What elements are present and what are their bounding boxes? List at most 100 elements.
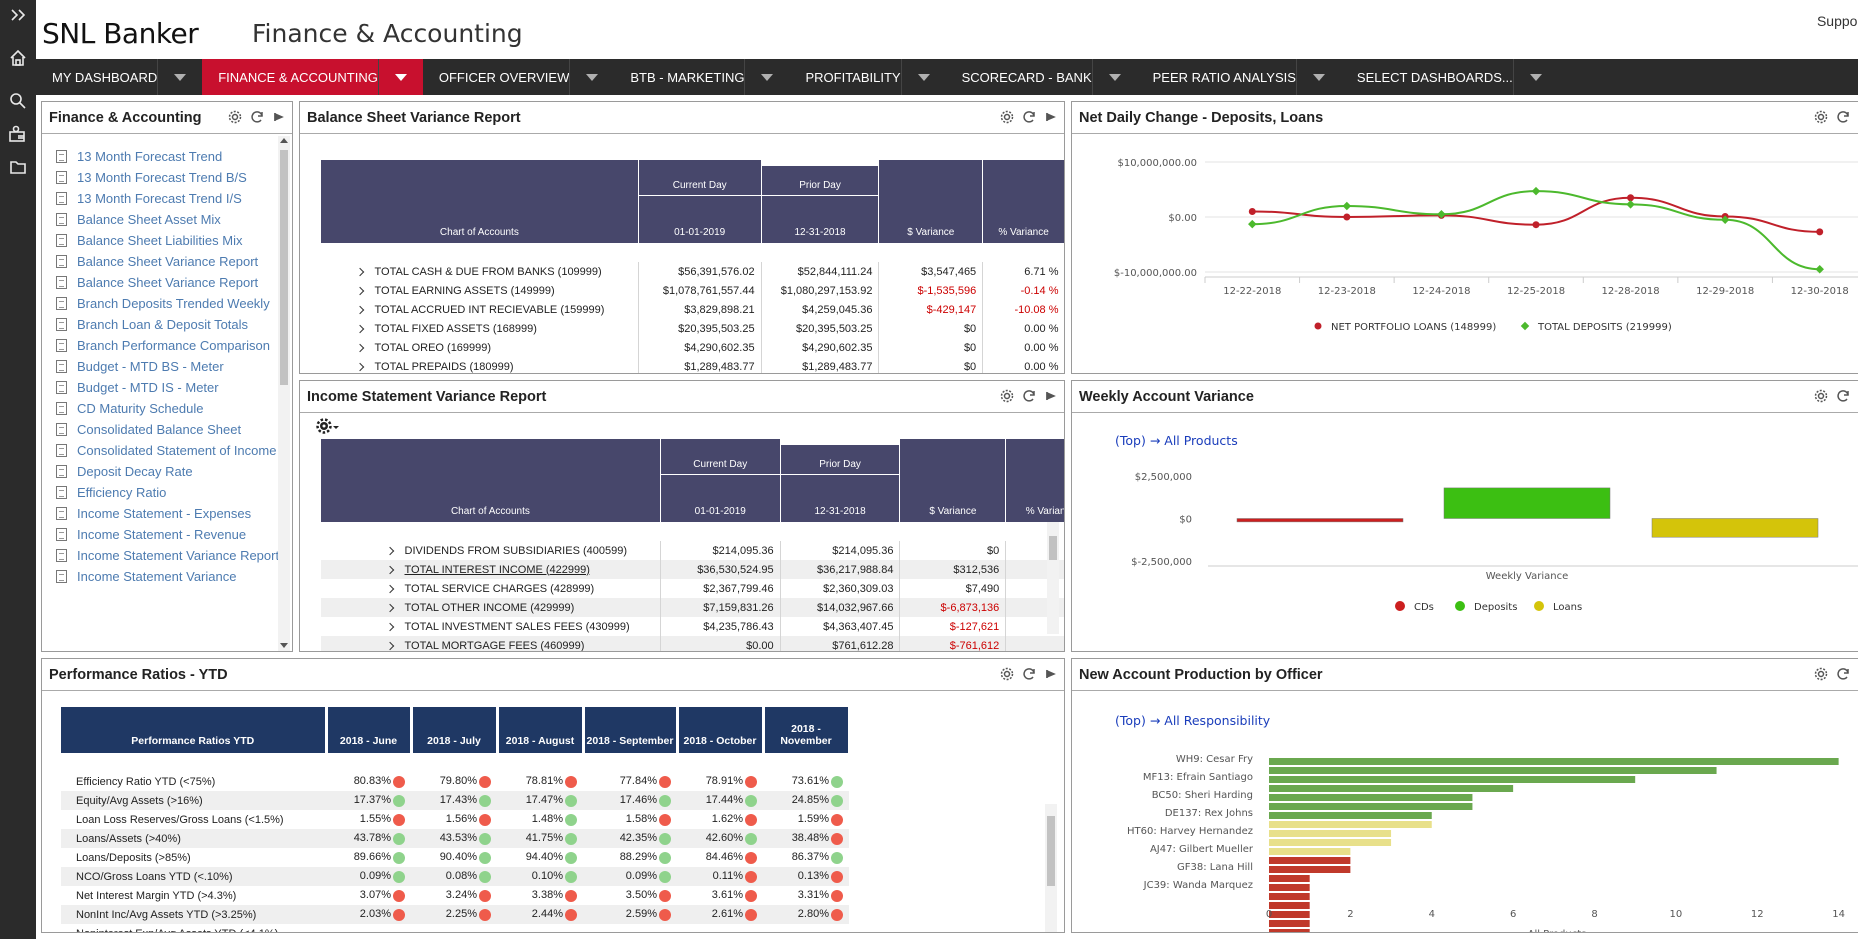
bar[interactable] <box>1269 785 1514 792</box>
list-scrollbar[interactable] <box>278 136 290 651</box>
report-link[interactable]: Income Statement Variance <box>56 569 292 585</box>
chevron-right-icon[interactable] <box>355 343 364 352</box>
folder-icon[interactable] <box>0 154 36 180</box>
tab-scorecard-bank[interactable]: SCORECARD - BANK <box>946 59 1137 95</box>
chevron-right-icon[interactable] <box>385 584 394 593</box>
tab-profitability[interactable]: PROFITABILITY <box>789 59 945 95</box>
report-link[interactable]: CD Maturity Schedule <box>56 401 292 417</box>
bar[interactable] <box>1269 812 1432 819</box>
tab-dropdown[interactable] <box>157 59 202 95</box>
tab-my-dashboard[interactable]: MY DASHBOARD <box>36 59 202 95</box>
table-row[interactable]: TOTAL INTEREST INCOME (422999) $36,530,52… <box>320 560 1064 579</box>
bar[interactable] <box>1651 518 1819 538</box>
legend-label[interactable]: TOTAL DEPOSITS (219999) <box>1537 322 1672 333</box>
bar[interactable] <box>1269 830 1392 837</box>
refresh-icon[interactable] <box>1836 389 1850 403</box>
table-row[interactable]: TOTAL ACCRUED INT RECIEVABLE (159999) $3,… <box>321 300 1064 319</box>
data-point[interactable] <box>1531 186 1541 196</box>
report-link[interactable]: Consolidated Balance Sheet <box>56 422 292 438</box>
vertical-scrollbar[interactable] <box>1045 804 1057 932</box>
report-link[interactable]: Income Statement - Revenue <box>56 527 292 543</box>
bar[interactable] <box>1269 902 1310 909</box>
data-point[interactable] <box>1342 201 1352 211</box>
table-row[interactable]: TOTAL PREPAIDS (180999) $1,289,483.77 $1,2… <box>321 357 1064 373</box>
pin-icon[interactable] <box>1044 389 1058 403</box>
refresh-icon[interactable] <box>1022 667 1036 681</box>
report-link[interactable]: Deposit Decay Rate <box>56 464 292 480</box>
tab-dropdown[interactable] <box>1295 59 1341 95</box>
refresh-icon[interactable] <box>250 110 264 124</box>
tab-dropdown[interactable] <box>1512 59 1558 95</box>
bar[interactable] <box>1269 767 1717 774</box>
tab-officer-overview[interactable]: OFFICER OVERVIEW <box>423 59 615 95</box>
chevron-right-icon[interactable] <box>355 267 364 276</box>
drill-breadcrumb[interactable]: (Top) → All Responsibility <box>1115 713 1271 728</box>
bar[interactable] <box>1269 848 1351 855</box>
scrollbar-thumb[interactable] <box>280 150 288 385</box>
settings-icon[interactable] <box>1814 110 1828 124</box>
tab-select-dashboards[interactable]: SELECT DASHBOARDS... <box>1341 59 1558 95</box>
data-point[interactable] <box>1815 265 1824 274</box>
expand-icon[interactable] <box>0 2 36 28</box>
home-icon[interactable] <box>0 45 36 71</box>
table-row[interactable]: TOTAL FIXED ASSETS (168999) $20,395,503.2… <box>321 319 1064 338</box>
data-point[interactable] <box>1343 213 1351 221</box>
tab-btb-marketing[interactable]: BTB - MARKETING <box>614 59 789 95</box>
table-row[interactable]: TOTAL OTHER INCOME (429999) $7,159,831.26… <box>320 598 1064 617</box>
pin-icon[interactable] <box>1044 110 1058 124</box>
bar[interactable] <box>1269 776 1636 783</box>
chevron-right-icon[interactable] <box>355 305 364 314</box>
report-link[interactable]: 13 Month Forecast Trend I/S <box>56 191 292 207</box>
data-point[interactable] <box>1248 219 1257 229</box>
report-link[interactable]: Consolidated Statement of Income <box>56 443 292 459</box>
search-icon[interactable] <box>0 88 36 114</box>
chevron-right-icon[interactable] <box>355 362 364 371</box>
data-point[interactable] <box>1626 200 1635 209</box>
table-row[interactable]: DIVIDENDS FROM SUBSIDIARIES (400599) $214… <box>321 541 1064 560</box>
tab-dropdown[interactable] <box>377 59 423 95</box>
tab-dropdown[interactable] <box>569 59 614 95</box>
chevron-right-icon[interactable] <box>355 324 364 333</box>
scrollbar-thumb[interactable] <box>1049 536 1057 560</box>
report-link[interactable]: Balance Sheet Asset Mix <box>56 212 292 228</box>
pin-icon[interactable] <box>1044 667 1058 681</box>
chevron-right-icon[interactable] <box>385 641 394 650</box>
bar[interactable] <box>1443 487 1611 519</box>
chevron-right-icon[interactable] <box>355 286 364 295</box>
settings-icon[interactable] <box>1000 110 1014 124</box>
report-link[interactable]: Budget - MTD BS - Meter <box>56 359 292 375</box>
bar[interactable] <box>1269 839 1392 846</box>
report-link[interactable]: 13 Month Forecast Trend <box>56 149 292 165</box>
report-link[interactable]: Budget - MTD IS - Meter <box>56 380 292 396</box>
refresh-icon[interactable] <box>1022 389 1036 403</box>
settings-icon[interactable] <box>1814 389 1828 403</box>
vertical-scrollbar[interactable] <box>1047 522 1059 634</box>
chevron-right-icon[interactable] <box>385 622 394 631</box>
report-link[interactable]: 13 Month Forecast Trend B/S <box>56 170 292 186</box>
report-link[interactable]: Income Statement Variance Report <box>56 548 292 564</box>
tab-dropdown[interactable] <box>1091 59 1137 95</box>
legend-label[interactable]: CDs <box>1414 602 1434 613</box>
refresh-icon[interactable] <box>1836 667 1850 681</box>
table-row[interactable]: TOTAL CASH & DUE FROM BANKS (109999) $56,… <box>321 262 1064 281</box>
report-link[interactable]: Branch Loan & Deposit Totals <box>56 317 292 333</box>
bar[interactable] <box>1269 866 1351 873</box>
report-link[interactable]: Branch Performance Comparison <box>56 338 292 354</box>
report-link[interactable]: Efficiency Ratio <box>56 485 292 501</box>
bar[interactable] <box>1269 803 1473 810</box>
report-link[interactable]: Balance Sheet Variance Report <box>56 275 292 291</box>
bar[interactable] <box>1269 929 1310 932</box>
scrollbar-thumb[interactable] <box>1047 816 1055 886</box>
report-link[interactable]: Income Statement - Expenses <box>56 506 292 522</box>
data-point[interactable] <box>1816 228 1824 236</box>
chevron-right-icon[interactable] <box>385 565 394 574</box>
support-link[interactable]: Support <box>1816 13 1858 29</box>
bar[interactable] <box>1269 920 1310 927</box>
table-settings-icon[interactable] <box>316 416 346 436</box>
settings-icon[interactable] <box>1814 667 1828 681</box>
report-link[interactable]: Branch Deposits Trended Weekly <box>56 296 292 312</box>
table-row[interactable]: TOTAL MORTGAGE FEES (460999) $0.00 $761,61… <box>320 636 1064 651</box>
tab-finance-accounting[interactable]: FINANCE & ACCOUNTING <box>202 59 423 95</box>
report-link[interactable]: Balance Sheet Variance Report <box>56 254 292 270</box>
chevron-right-icon[interactable] <box>385 546 394 555</box>
